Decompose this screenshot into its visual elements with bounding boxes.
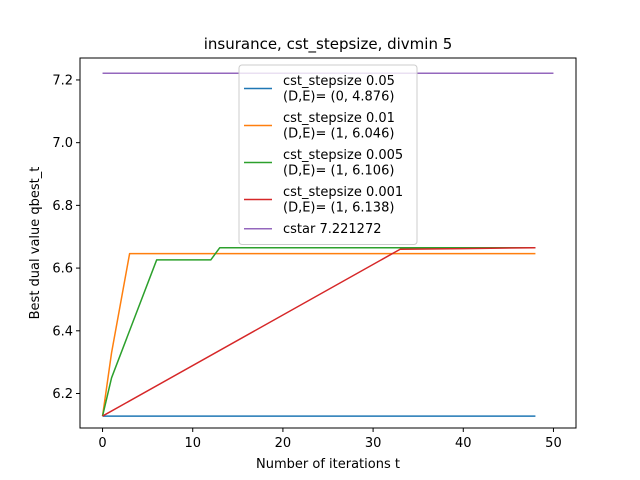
y-tick-label: 6.4 bbox=[52, 324, 73, 339]
x-tick-label: 20 bbox=[275, 436, 292, 451]
series-line-4 bbox=[102, 246, 536, 417]
y-tick-label: 7.2 bbox=[52, 73, 73, 88]
series-line-3 bbox=[101, 246, 536, 417]
y-axis-label: Best dual value qbest_t bbox=[28, 167, 43, 320]
legend: cst_stepsize 0.05(D,E)= (0, 4.876) cst_st… bbox=[238, 64, 418, 245]
x-tick-label: 40 bbox=[455, 436, 472, 451]
y-axis: 6.2 6.4 6.6 6.8 7.0 7.2 bbox=[52, 73, 80, 402]
legend-label-1: (D,E)= (0, 4.876) bbox=[283, 90, 394, 105]
x-tick-label: 0 bbox=[98, 436, 106, 451]
y-tick-label: 6.6 bbox=[52, 262, 73, 277]
chart-title: insurance, cst_stepsize, divmin 5 bbox=[204, 35, 453, 54]
y-tick-label: 7.0 bbox=[52, 136, 73, 151]
y-tick-label: 6.2 bbox=[52, 387, 73, 402]
legend-label-1: cst_stepsize 0.05 bbox=[283, 74, 395, 89]
legend-label-3: (D,E)= (1, 6.106) bbox=[283, 164, 394, 179]
legend-label-3: cst_stepsize 0.005 bbox=[283, 148, 403, 163]
x-tick-label: 10 bbox=[184, 436, 201, 451]
x-tick-label: 50 bbox=[545, 436, 562, 451]
legend-label-4: cst_stepsize 0.001 bbox=[283, 185, 403, 200]
legend-label-2: cst_stepsize 0.01 bbox=[283, 111, 395, 126]
x-tick-label: 30 bbox=[365, 436, 382, 451]
series-line-2 bbox=[101, 252, 536, 417]
y-tick-label: 6.8 bbox=[52, 199, 73, 214]
x-axis: 0 10 20 30 40 50 bbox=[98, 428, 562, 451]
x-axis-label: Number of iterations t bbox=[256, 457, 400, 472]
legend-label-4: (D,E)= (1, 6.138) bbox=[283, 201, 394, 216]
legend-label-5: cstar 7.221272 bbox=[283, 222, 382, 237]
legend-box bbox=[238, 64, 418, 245]
legend-label-2: (D,E)= (1, 6.046) bbox=[283, 127, 394, 142]
plot-frame bbox=[79, 57, 577, 429]
